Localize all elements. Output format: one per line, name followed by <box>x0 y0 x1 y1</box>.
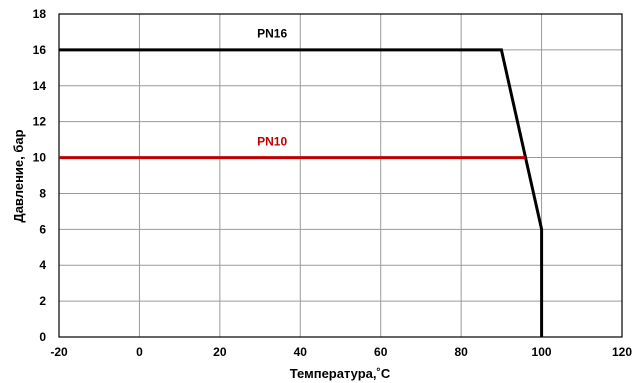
x-tick-label: -20 <box>50 345 68 359</box>
y-tick-label: 2 <box>39 294 46 308</box>
y-tick-label: 6 <box>39 222 46 236</box>
y-tick-label: 0 <box>39 330 46 344</box>
y-tick-label: 12 <box>33 115 47 129</box>
plot-frame <box>58 13 623 338</box>
y-tick-label: 18 <box>33 7 47 21</box>
y-tick-label: 8 <box>39 186 46 200</box>
y-tick-label: 14 <box>33 79 47 93</box>
grid-lines <box>58 13 623 338</box>
y-tick-label: 4 <box>39 258 46 272</box>
y-axis-title: Давление, бар <box>11 129 26 222</box>
series-lines <box>59 48 544 337</box>
x-tick-label: 40 <box>294 345 308 359</box>
x-axis-title: Температура,˚С <box>290 366 391 381</box>
series-annotations: PN16 PN10 <box>257 27 287 149</box>
plot-border <box>58 13 623 338</box>
x-tick-labels: -20 0 20 40 60 80 100 120 <box>50 345 632 359</box>
y-tick-labels: 0 2 4 6 8 10 12 14 16 18 <box>33 7 47 344</box>
series-line-pn16 <box>59 48 544 337</box>
series-label-pn10: PN10 <box>257 134 287 148</box>
y-tick-label: 10 <box>33 151 47 165</box>
series-label-pn16: PN16 <box>257 27 287 41</box>
x-tick-label: 20 <box>213 345 227 359</box>
x-tick-label: 0 <box>136 345 143 359</box>
x-tick-label: 120 <box>612 345 632 359</box>
x-tick-label: 80 <box>454 345 468 359</box>
y-tick-label: 16 <box>33 43 47 57</box>
x-tick-label: 100 <box>532 345 552 359</box>
x-tick-label: 60 <box>374 345 388 359</box>
